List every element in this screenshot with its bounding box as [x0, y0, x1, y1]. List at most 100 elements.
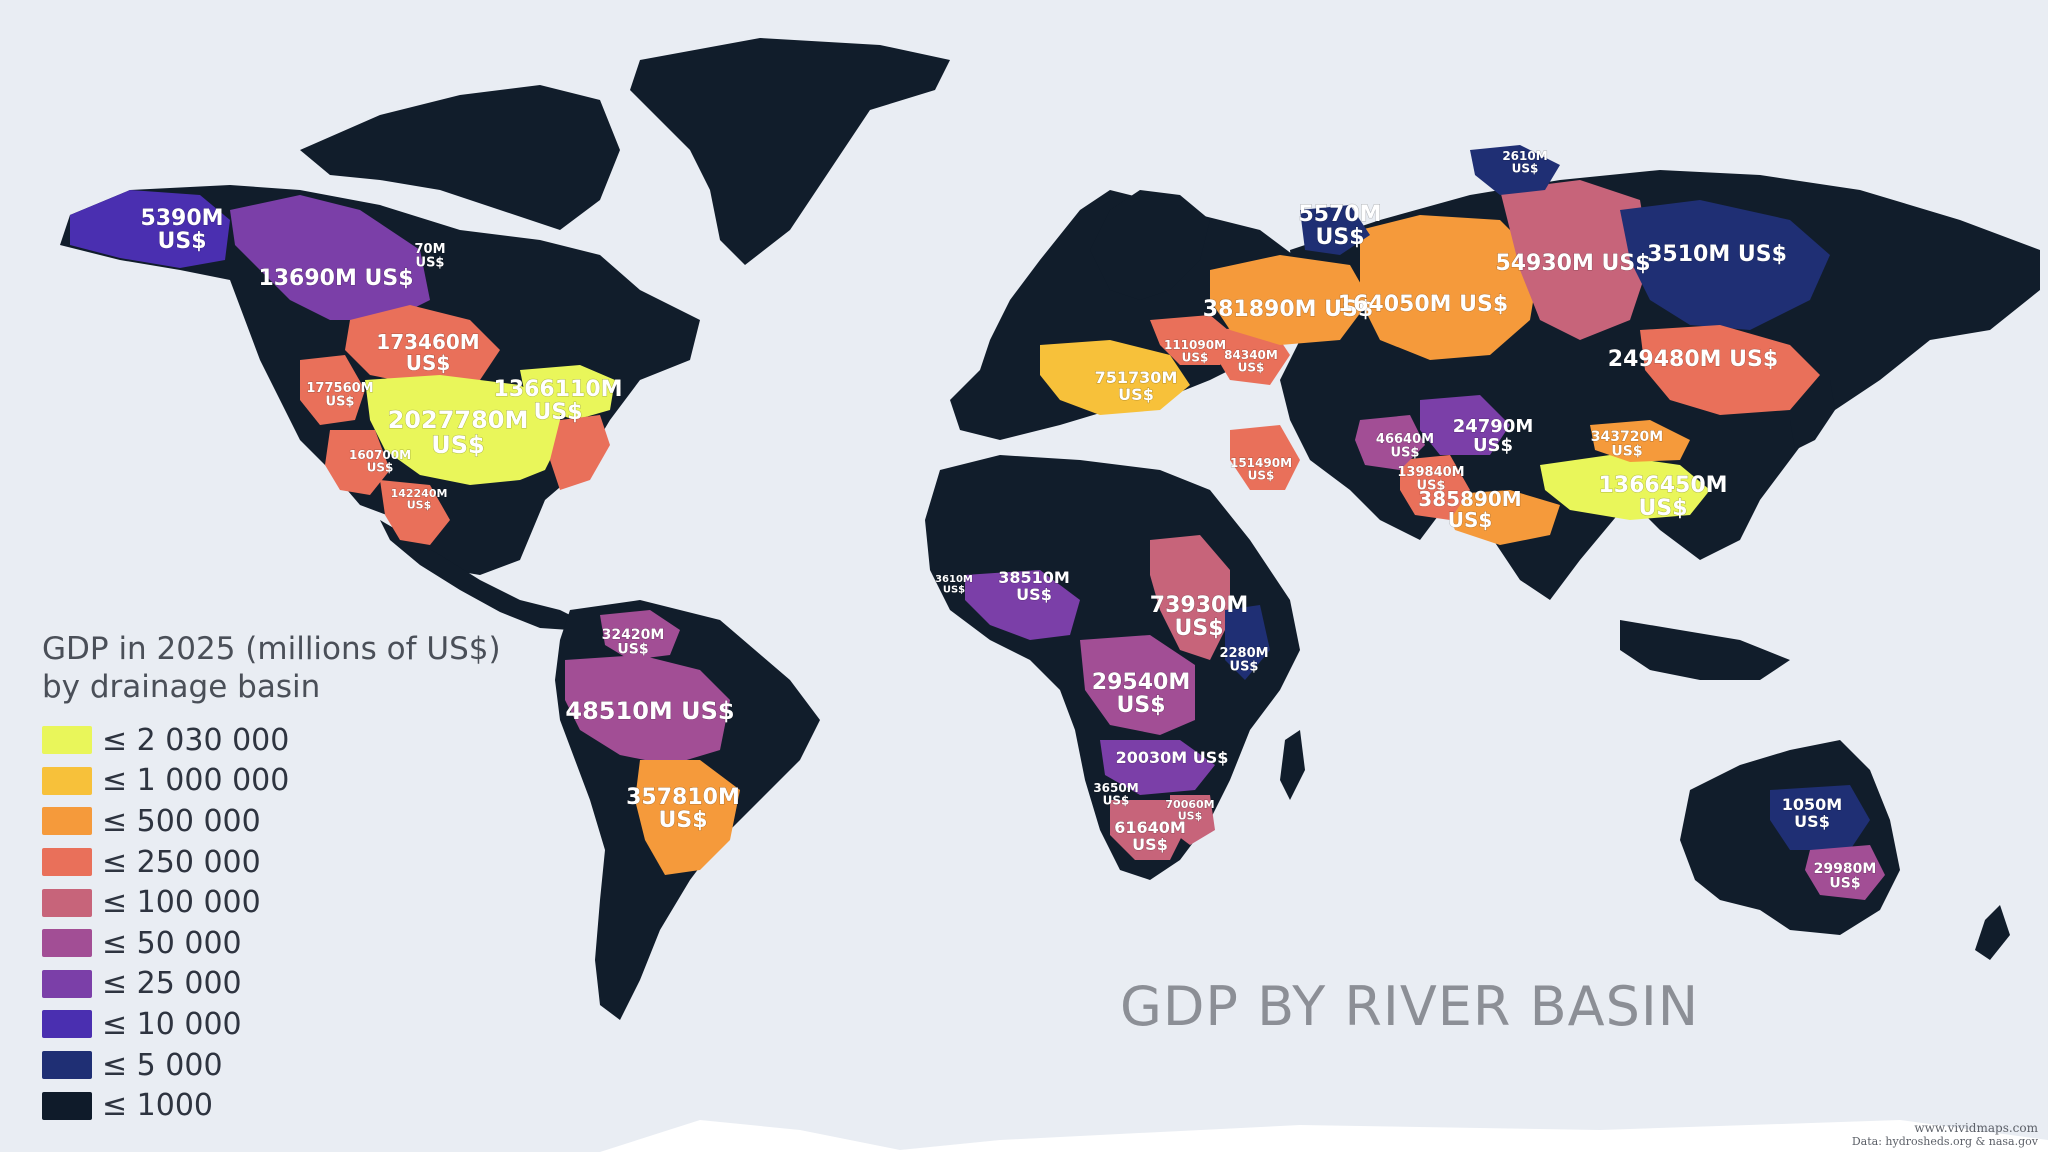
legend: GDP in 2025 (millions of US$) by drainag… — [42, 630, 502, 1126]
basin-value: 111090M — [1164, 338, 1226, 352]
basin-unit: US$ — [406, 351, 451, 375]
basin-parana — [635, 760, 740, 875]
legend-label: ≤ 2 030 000 — [102, 722, 290, 758]
basin-label: 173460M US$ — [376, 330, 479, 375]
credit-source: Data: hydrosheds.org & nasa.gov — [1851, 1135, 2038, 1148]
basin-label: 385890M US$ — [1418, 487, 1521, 532]
basin-label: 20030M US$ — [1116, 748, 1229, 767]
basin-value: 24790M — [1453, 416, 1534, 437]
basin-label: 32420M US$ — [602, 627, 665, 658]
basin-label: 3610M US$ — [935, 574, 973, 596]
basin-unit: US$ — [157, 229, 206, 254]
basin-yellow-river — [1590, 420, 1690, 462]
basin-aral — [1420, 395, 1510, 455]
basin-value: 385890M — [1418, 487, 1521, 511]
basin-unit: US$ — [1512, 162, 1539, 176]
europe-landmass — [950, 190, 1300, 440]
legend-swatch — [42, 1051, 92, 1080]
basin-label: 2280M US$ — [1219, 646, 1268, 675]
legend-item: ≤ 50 000 — [42, 923, 502, 964]
basin-unit: US$ — [407, 499, 432, 512]
legend-label: ≤ 25 000 — [102, 966, 242, 1002]
legend-swatch — [42, 1091, 92, 1120]
basin-ob-north — [1300, 205, 1370, 255]
basin-value: 751730M — [1095, 368, 1178, 387]
legend-swatch — [42, 969, 92, 998]
basin-columbia — [300, 355, 365, 425]
basin-label: 3650M US$ — [1093, 781, 1138, 808]
basin-value: 5390M — [140, 206, 223, 231]
basin-label: 2610M US$ — [1502, 149, 1547, 176]
basin-label: 70060M US$ — [1165, 798, 1214, 823]
new-zealand-landmass — [1975, 905, 2010, 960]
basin-value: 177560M — [306, 381, 373, 396]
basin-lake-eyre — [1770, 785, 1870, 850]
basin-great-lakes — [520, 365, 615, 420]
basin-label: 111090M US$ — [1164, 338, 1226, 365]
basin-label: 48510M US$ — [565, 697, 734, 725]
basin-unit: US$ — [416, 256, 445, 271]
basin-label: 29980M US$ — [1814, 861, 1877, 892]
basin-label: 3510M US$ — [1647, 242, 1787, 267]
basin-label: 751730M US$ — [1095, 368, 1178, 404]
basin-value: 46640M — [1376, 432, 1434, 447]
basin-unit: US$ — [1230, 660, 1259, 675]
legend-label: ≤ 1 000 000 — [102, 763, 290, 799]
legend-swatch — [42, 807, 92, 836]
greenland-landmass — [630, 38, 950, 265]
legend-label: ≤ 5 000 — [102, 1047, 223, 1083]
basin-niger — [965, 570, 1080, 640]
basin-unit: US$ — [1794, 812, 1830, 831]
basin-unit: US$ — [943, 585, 965, 596]
basin-unit: US$ — [658, 808, 707, 833]
basin-value: 5570M — [1298, 202, 1381, 227]
legend-swatch — [42, 888, 92, 917]
basin-unit: US$ — [1248, 469, 1275, 483]
basin-unit: US$ — [1829, 876, 1860, 892]
basin-orinoco — [600, 610, 680, 660]
basin-colorado — [325, 430, 390, 495]
legend-item: ≤ 25 000 — [42, 964, 502, 1005]
legend-items: ≤ 2 030 000 ≤ 1 000 000 ≤ 500 000 ≤ 250 000… — [42, 720, 502, 1126]
basin-amur — [1640, 325, 1820, 415]
basin-label: 29540M US$ — [1092, 670, 1190, 718]
madagascar-landmass — [1280, 730, 1305, 800]
basin-value: 29540M — [1092, 670, 1190, 695]
basin-value: 3610M — [935, 574, 973, 585]
basin-indus — [1400, 455, 1470, 520]
southeast-asia-islands — [1620, 620, 1790, 680]
basin-label: 381890M US$ — [1203, 297, 1373, 322]
legend-title-line1: GDP in 2025 (millions of US$) — [42, 631, 501, 667]
basin-unit: US$ — [1638, 496, 1687, 521]
basin-unit: US$ — [1448, 508, 1493, 532]
basin-orange — [1110, 800, 1185, 860]
credit-site: www.vividmaps.com — [1914, 1121, 2038, 1135]
central-america-landmass — [380, 520, 580, 630]
legend-item: ≤ 1 000 000 — [42, 761, 502, 802]
basin-unit: US$ — [1611, 444, 1642, 460]
basin-label: 160700M US$ — [349, 448, 411, 475]
basin-value: 48510M US$ — [565, 697, 734, 725]
basin-yangtze — [1540, 455, 1710, 520]
basin-label: 24790M US$ — [1453, 416, 1534, 456]
scandinavia-landmass — [1090, 190, 1210, 300]
basin-label: 249480M US$ — [1608, 347, 1778, 372]
basin-juba — [1225, 605, 1270, 680]
basin-value: 151490M — [1230, 456, 1292, 470]
basin-label: 343720M US$ — [1591, 429, 1663, 460]
basin-value: 1050M — [1782, 795, 1842, 814]
basin-unit: US$ — [1116, 693, 1165, 718]
basin-tigris-euphrates — [1230, 425, 1300, 490]
basin-label: 54930M US$ — [1495, 251, 1650, 276]
basin-value: 29980M — [1814, 861, 1877, 877]
basin-value: 61640M — [1114, 818, 1186, 837]
basin-value: 2610M — [1502, 149, 1547, 163]
basin-tarim — [1355, 415, 1425, 470]
legend-item: ≤ 100 000 — [42, 882, 502, 923]
legend-item: ≤ 500 000 — [42, 801, 502, 842]
basin-value: 3510M US$ — [1647, 242, 1787, 267]
basin-unit: US$ — [1178, 810, 1203, 823]
basin-value: 70M — [414, 242, 445, 257]
legend-label: ≤ 250 000 — [102, 844, 261, 880]
legend-label: ≤ 1000 — [102, 1088, 214, 1124]
